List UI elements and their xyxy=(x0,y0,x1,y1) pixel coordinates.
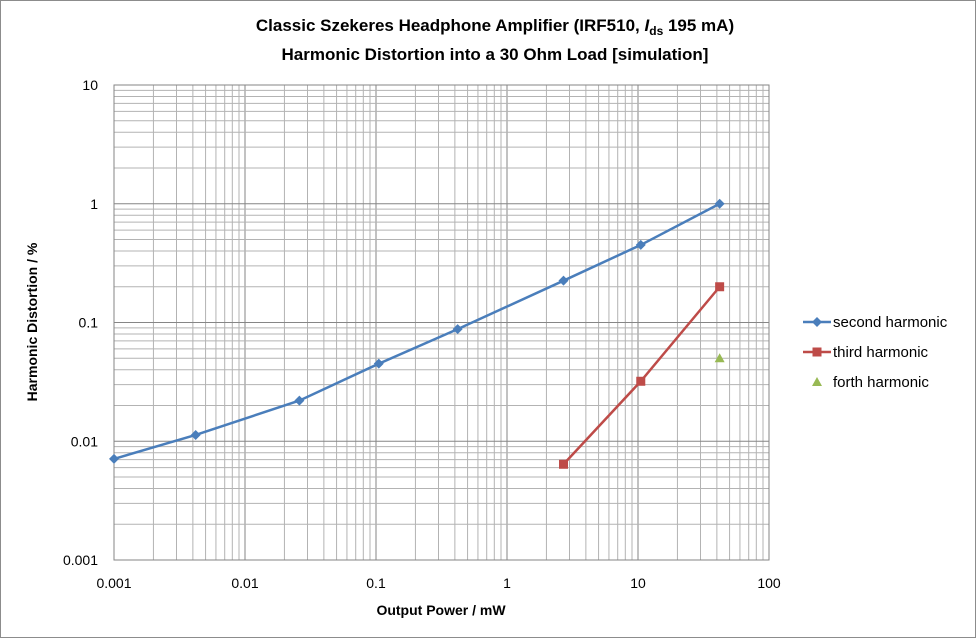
data-point xyxy=(373,358,384,369)
legend-item: forth harmonic xyxy=(812,374,929,391)
data-point xyxy=(714,353,725,363)
y-tick-label: 0.001 xyxy=(63,552,98,568)
y-tick-label: 0.1 xyxy=(79,315,99,331)
chart-title-line1: Classic Szekeres Headphone Amplifier (IR… xyxy=(256,16,734,38)
series-1 xyxy=(109,198,725,464)
x-tick-labels: 0.001 0.01 0.1 1 10 100 xyxy=(96,575,780,591)
chart-title-line1-pre: Classic Szekeres Headphone Amplifier (IR… xyxy=(256,16,645,35)
data-point xyxy=(715,282,725,292)
plot-area-border xyxy=(113,84,770,561)
y-tick-label: 1 xyxy=(90,196,98,212)
x-tick-label: 1 xyxy=(503,575,511,591)
data-point xyxy=(559,459,569,469)
y-tick-labels: 0.001 0.01 0.1 1 10 xyxy=(63,77,98,568)
legend-marker xyxy=(812,377,822,386)
data-point xyxy=(294,395,305,406)
grid-lines xyxy=(114,85,769,560)
data-point xyxy=(452,324,463,335)
y-tick-label: 10 xyxy=(82,77,98,93)
data-point xyxy=(109,453,119,464)
x-tick-label: 0.001 xyxy=(96,575,131,591)
legend-label: forth harmonic xyxy=(833,374,929,391)
chart-title-line1-post: 195 mA) xyxy=(663,16,734,35)
data-point xyxy=(558,275,569,286)
x-tick-label: 10 xyxy=(630,575,646,591)
data-point xyxy=(714,198,725,209)
series-3 xyxy=(714,353,725,363)
series-2 xyxy=(559,282,725,469)
legend-label: second harmonic xyxy=(833,314,948,331)
legend-item: second harmonic xyxy=(803,314,948,331)
legend-marker xyxy=(812,347,822,357)
x-tick-label: 100 xyxy=(757,575,781,591)
x-tick-label: 0.01 xyxy=(231,575,258,591)
series-group xyxy=(109,198,725,469)
legend-marker xyxy=(812,317,822,327)
x-axis-title: Output Power / mW xyxy=(376,602,506,618)
y-tick-label: 0.01 xyxy=(71,433,98,449)
legend-item: third harmonic xyxy=(803,344,929,361)
series-line xyxy=(562,285,721,466)
y-axis-title: Harmonic Distortion / % xyxy=(24,242,40,401)
x-tick-label: 0.1 xyxy=(366,575,386,591)
data-point xyxy=(635,239,646,250)
data-point xyxy=(636,376,646,386)
data-point xyxy=(190,429,201,440)
legend: second harmonic third harmonic forth harmo… xyxy=(803,314,948,391)
chart-title-line2: Harmonic Distortion into a 30 Ohm Load [… xyxy=(282,45,709,64)
chart-title-variable: I xyxy=(645,16,651,35)
chart-title-subscript: ds xyxy=(649,24,663,38)
series-line xyxy=(113,202,721,461)
legend-label: third harmonic xyxy=(833,344,929,361)
